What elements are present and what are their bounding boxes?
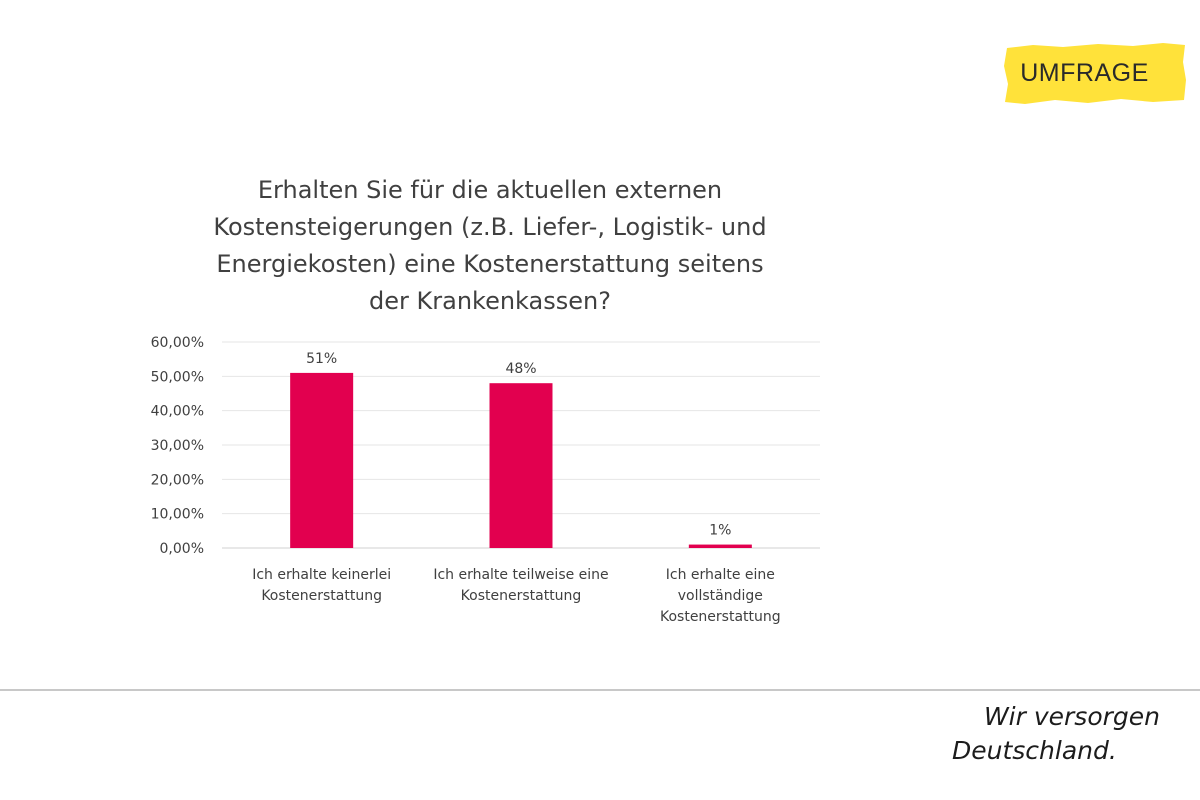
chart-title: Erhalten Sie für die aktuellen externen … <box>200 172 780 320</box>
category-label: Kostenerstattung <box>261 588 382 604</box>
data-label: 48% <box>505 361 536 377</box>
bar <box>290 372 354 548</box>
category-label: Kostenerstattung <box>660 609 781 625</box>
y-tick-label: 50,00% <box>151 369 204 385</box>
category-label: vollständige <box>678 588 763 604</box>
bar <box>688 544 752 548</box>
category-label: Ich erhalte teilweise eine <box>433 567 608 583</box>
badge-label: UMFRAGE <box>1020 58 1149 87</box>
bar <box>489 383 553 548</box>
y-tick-label: 0,00% <box>160 541 204 557</box>
chart-title-line: Erhalten Sie für die aktuellen externen <box>257 176 723 204</box>
badge-brush-shape <box>1004 43 1186 104</box>
chart-title-line: Kostensteigerungen (z.B. Liefer-, Logist… <box>213 213 767 241</box>
data-label: 51% <box>306 351 337 367</box>
y-tick-label: 20,00% <box>151 472 204 488</box>
y-tick-label: 30,00% <box>151 438 204 454</box>
y-tick-label: 40,00% <box>151 404 204 420</box>
data-label: 1% <box>709 523 731 539</box>
category-label: Ich erhalte eine <box>666 567 775 583</box>
slogan: Wir versorgen Deutschland. <box>940 700 1160 780</box>
slogan-line-2: Deutschland. <box>952 736 1117 765</box>
chart-title-line: der Krankenkassen? <box>369 287 611 315</box>
y-tick-label: 60,00% <box>151 335 204 351</box>
y-tick-label: 10,00% <box>151 507 204 523</box>
category-label: Kostenerstattung <box>461 588 582 604</box>
footer-divider <box>0 689 1200 691</box>
chart-title-line: Energiekosten) eine Kostenerstattung sei… <box>216 250 764 278</box>
umfrage-badge: UMFRAGE <box>1003 42 1186 104</box>
category-label: Ich erhalte keinerlei <box>252 567 391 583</box>
slogan-line-1: Wir versorgen <box>983 702 1160 731</box>
